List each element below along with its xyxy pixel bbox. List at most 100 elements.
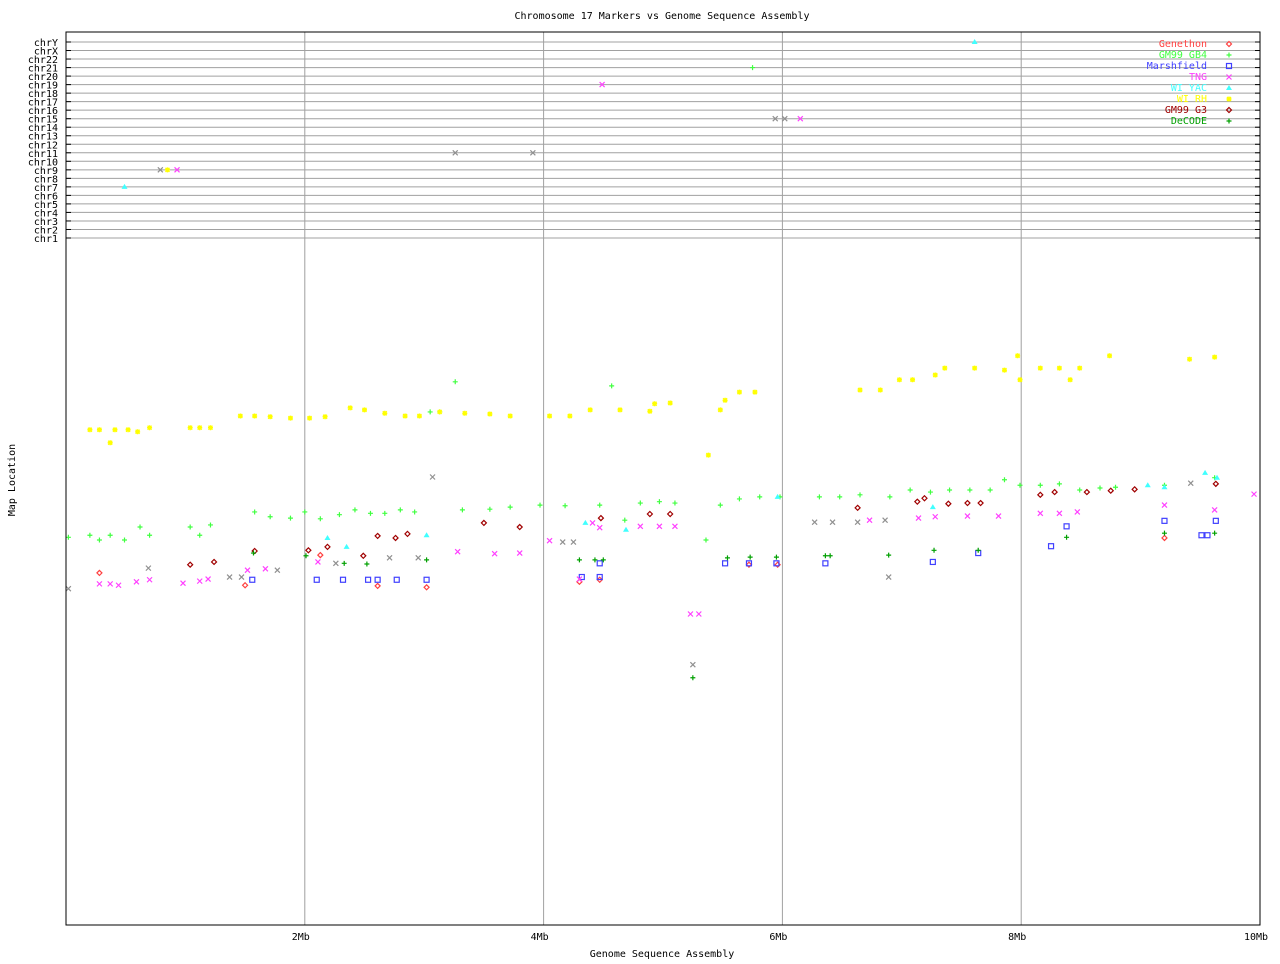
data-point bbox=[1187, 480, 1194, 487]
data-point bbox=[854, 504, 861, 512]
data-point bbox=[967, 487, 973, 493]
data-point bbox=[415, 554, 422, 561]
data-point bbox=[180, 580, 186, 587]
data-point bbox=[287, 415, 293, 421]
data-point bbox=[546, 537, 553, 544]
data-point bbox=[412, 509, 418, 515]
data-point bbox=[241, 581, 249, 589]
data-point bbox=[137, 524, 143, 530]
data-point bbox=[429, 474, 436, 480]
data-point bbox=[1015, 353, 1021, 359]
legend-marker bbox=[1225, 106, 1233, 114]
data-point bbox=[736, 496, 742, 502]
data-point bbox=[317, 516, 323, 522]
data-point bbox=[267, 514, 273, 520]
data-point bbox=[667, 400, 673, 406]
data-point bbox=[578, 573, 585, 581]
data-point bbox=[1056, 365, 1062, 371]
data-point bbox=[745, 561, 753, 569]
data-point bbox=[559, 539, 566, 546]
chromosome-hit-point bbox=[599, 81, 606, 88]
data-point bbox=[656, 523, 663, 530]
data-point bbox=[226, 574, 233, 580]
data-point bbox=[757, 494, 763, 500]
data-point bbox=[262, 565, 269, 572]
data-point bbox=[516, 550, 523, 556]
data-point bbox=[367, 510, 373, 516]
data-point bbox=[576, 557, 582, 563]
data-point bbox=[197, 425, 203, 431]
plot-frame bbox=[65, 31, 1261, 926]
data-point bbox=[882, 517, 889, 524]
data-point bbox=[147, 532, 153, 538]
data-point bbox=[724, 555, 730, 561]
data-point bbox=[589, 519, 596, 526]
data-point bbox=[567, 413, 573, 419]
data-point bbox=[207, 425, 213, 431]
chart-title: Chromosome 17 Markers vs Genome Sequence… bbox=[514, 11, 809, 22]
data-point bbox=[207, 522, 213, 528]
data-point bbox=[1067, 377, 1073, 383]
data-point bbox=[347, 405, 353, 411]
y-tick-label: chr6 bbox=[34, 191, 58, 202]
data-point bbox=[672, 500, 678, 506]
data-point bbox=[392, 534, 399, 542]
data-point bbox=[1037, 482, 1043, 488]
data-point bbox=[186, 561, 194, 569]
data-point bbox=[507, 504, 513, 510]
data-point bbox=[507, 413, 513, 419]
data-point bbox=[816, 494, 822, 500]
data-point bbox=[305, 546, 312, 554]
data-point bbox=[307, 415, 313, 421]
data-point bbox=[252, 413, 258, 419]
data-point bbox=[452, 379, 458, 385]
chromosome-hit-point bbox=[164, 167, 170, 173]
data-point bbox=[491, 550, 498, 557]
chromosome-hit-point bbox=[781, 115, 788, 122]
data-point bbox=[1212, 530, 1218, 536]
y-tick-label: chr15 bbox=[28, 115, 58, 126]
data-point bbox=[393, 576, 400, 583]
data-point bbox=[1204, 532, 1211, 539]
y-tick-label: chr1 bbox=[34, 234, 58, 245]
data-point bbox=[887, 494, 893, 500]
data-point bbox=[437, 409, 443, 415]
legend-marker bbox=[1226, 118, 1232, 124]
data-point bbox=[1214, 474, 1221, 480]
data-point bbox=[947, 487, 953, 493]
data-point bbox=[537, 502, 543, 508]
data-point bbox=[1212, 480, 1220, 488]
data-point bbox=[423, 532, 430, 538]
data-point bbox=[267, 414, 273, 420]
data-point bbox=[1063, 523, 1070, 530]
chromosome-hit-point bbox=[529, 149, 536, 156]
data-point bbox=[705, 452, 711, 458]
data-point bbox=[252, 509, 258, 515]
data-point bbox=[929, 504, 936, 510]
data-point bbox=[1083, 488, 1091, 496]
data-point bbox=[322, 414, 328, 420]
legend-label: Genethon bbox=[1159, 39, 1207, 50]
data-point bbox=[147, 425, 153, 431]
x-tick-label: 8Mb bbox=[1008, 932, 1026, 943]
data-point bbox=[1107, 487, 1115, 495]
data-point bbox=[656, 499, 662, 505]
data-point bbox=[480, 519, 488, 527]
data-point bbox=[65, 585, 72, 592]
data-point bbox=[1187, 356, 1193, 362]
data-point bbox=[896, 377, 902, 383]
data-point bbox=[854, 519, 861, 526]
data-point bbox=[364, 576, 372, 583]
y-tick-label: chr14 bbox=[28, 123, 58, 134]
y-tick-label: chrY bbox=[34, 38, 58, 49]
data-point bbox=[402, 413, 408, 419]
data-point bbox=[942, 365, 948, 371]
data-point bbox=[459, 507, 465, 513]
data-point bbox=[596, 560, 603, 567]
legend-label: GM99 G3 bbox=[1165, 105, 1207, 116]
data-point bbox=[313, 576, 320, 583]
data-point bbox=[690, 675, 696, 681]
chromosome-hit-point bbox=[971, 39, 978, 44]
data-point bbox=[107, 532, 113, 538]
